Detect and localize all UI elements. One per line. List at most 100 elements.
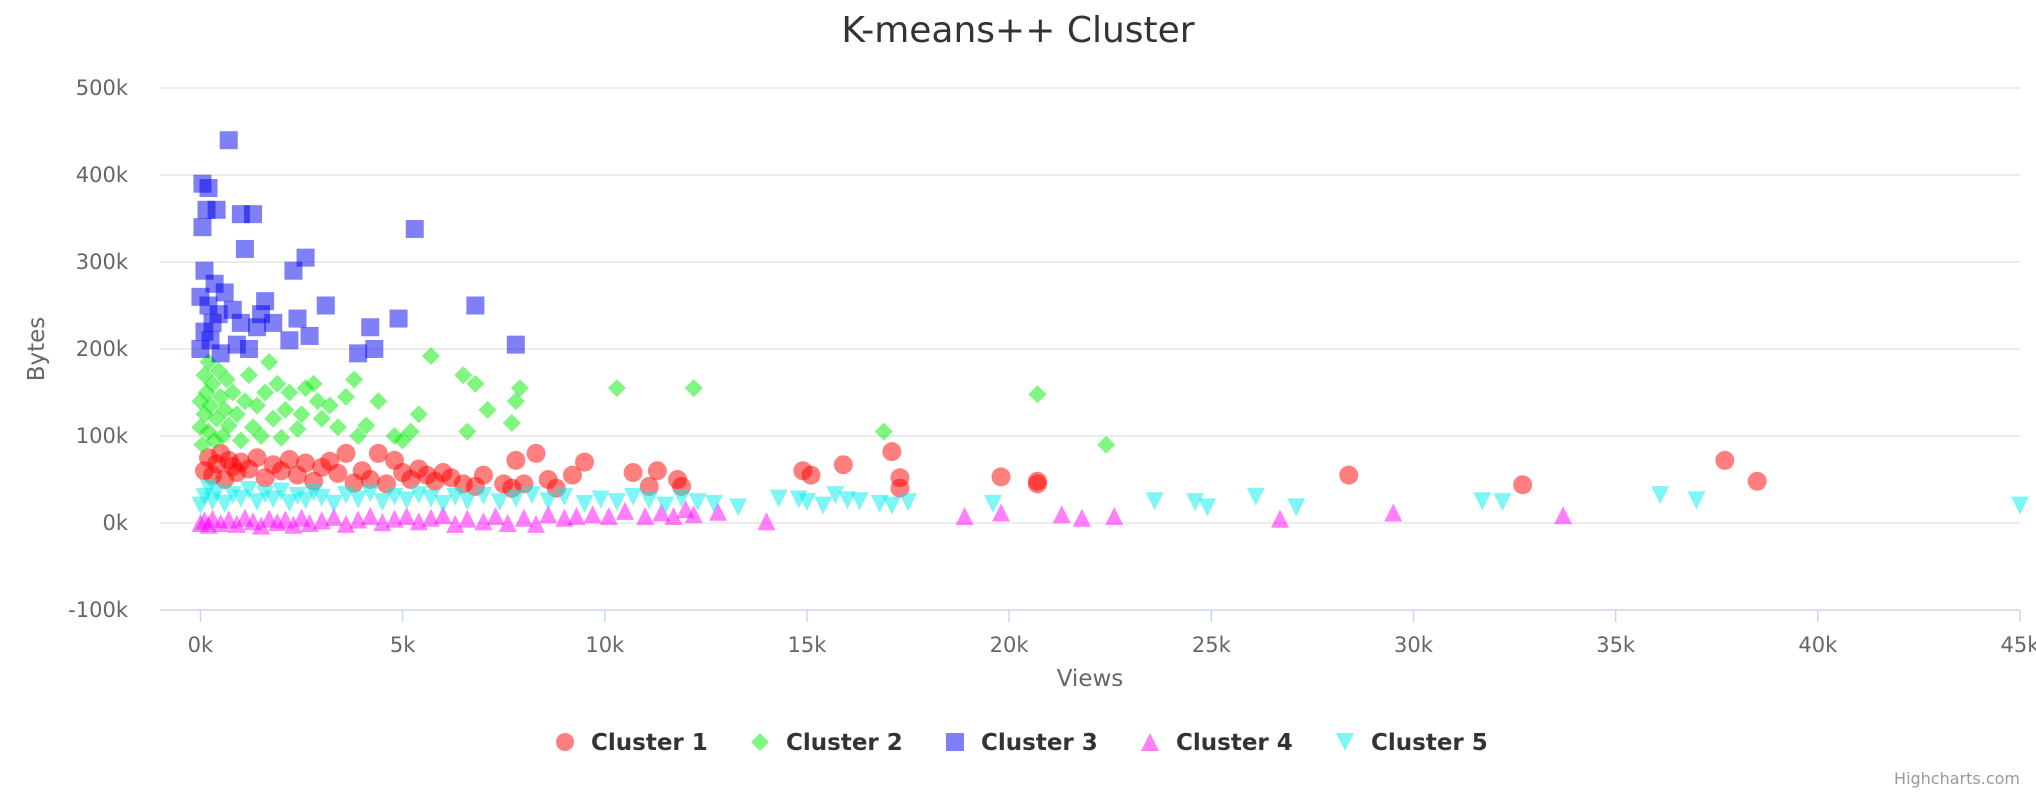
data-point[interactable] xyxy=(446,514,465,533)
data-point[interactable] xyxy=(421,489,440,508)
data-point[interactable] xyxy=(252,427,271,445)
data-point[interactable] xyxy=(850,492,869,511)
data-point[interactable] xyxy=(231,489,250,508)
data-point[interactable] xyxy=(434,506,453,525)
data-point[interactable] xyxy=(870,494,889,513)
data-point[interactable] xyxy=(506,392,525,411)
data-point[interactable] xyxy=(506,335,525,354)
data-point[interactable] xyxy=(211,344,230,363)
data-point[interactable] xyxy=(357,416,376,435)
data-point[interactable] xyxy=(361,318,380,337)
data-point[interactable] xyxy=(983,494,1002,513)
data-point[interactable] xyxy=(256,485,275,504)
data-point[interactable] xyxy=(215,494,234,513)
data-point[interactable] xyxy=(474,512,493,531)
data-point[interactable] xyxy=(769,489,788,508)
data-point[interactable] xyxy=(219,131,238,150)
data-point[interactable] xyxy=(486,507,505,526)
data-point[interactable] xyxy=(833,455,853,475)
data-point[interactable] xyxy=(217,370,236,389)
legend-item-cluster-1[interactable]: Cluster 1 xyxy=(556,730,708,756)
data-point[interactable] xyxy=(207,200,226,219)
data-point[interactable] xyxy=(296,453,316,473)
legend-item-cluster-3[interactable]: Cluster 3 xyxy=(946,730,1098,756)
data-point[interactable] xyxy=(636,507,655,526)
data-point[interactable] xyxy=(280,383,299,402)
data-point[interactable] xyxy=(1145,492,1164,511)
data-point[interactable] xyxy=(365,340,384,358)
data-point[interactable] xyxy=(1072,508,1091,527)
data-point[interactable] xyxy=(709,502,727,521)
data-point[interactable] xyxy=(231,431,250,450)
data-point[interactable] xyxy=(260,353,279,372)
data-point[interactable] xyxy=(1027,471,1047,491)
data-point[interactable] xyxy=(510,379,529,398)
data-point[interactable] xyxy=(555,487,574,506)
data-point[interactable] xyxy=(360,470,380,489)
data-point[interactable] xyxy=(838,491,857,510)
data-point[interactable] xyxy=(466,296,485,315)
data-point[interactable] xyxy=(539,505,558,524)
credits-link[interactable]: Highcharts.com xyxy=(1894,769,2020,788)
data-point[interactable] xyxy=(567,507,586,526)
data-point[interactable] xyxy=(652,503,671,522)
data-point[interactable] xyxy=(506,450,526,470)
data-point[interactable] xyxy=(599,507,618,526)
data-point[interactable] xyxy=(272,482,291,501)
data-point[interactable] xyxy=(640,491,659,510)
data-point[interactable] xyxy=(397,491,416,510)
data-point[interactable] xyxy=(1198,498,1217,517)
data-point[interactable] xyxy=(814,496,833,515)
data-point[interactable] xyxy=(1473,492,1492,511)
data-point[interactable] xyxy=(498,514,517,532)
data-point[interactable] xyxy=(502,413,521,432)
data-point[interactable] xyxy=(280,331,299,350)
data-point[interactable] xyxy=(304,483,323,502)
data-point[interactable] xyxy=(458,422,477,441)
data-point[interactable] xyxy=(664,507,683,526)
data-point[interactable] xyxy=(215,283,234,302)
data-point[interactable] xyxy=(345,370,364,389)
data-point[interactable] xyxy=(401,422,420,441)
data-point[interactable] xyxy=(244,205,262,224)
data-point[interactable] xyxy=(514,508,533,527)
data-point[interactable] xyxy=(336,443,356,463)
data-point[interactable] xyxy=(405,219,424,238)
data-point[interactable] xyxy=(264,409,283,428)
data-point[interactable] xyxy=(506,489,525,508)
data-point[interactable] xyxy=(1246,487,1265,506)
data-point[interactable] xyxy=(276,400,295,419)
data-point[interactable] xyxy=(684,505,703,524)
data-point[interactable] xyxy=(1186,493,1205,512)
data-point[interactable] xyxy=(373,493,392,512)
data-point[interactable] xyxy=(562,465,582,485)
data-point[interactable] xyxy=(349,490,368,509)
data-point[interactable] xyxy=(264,490,283,509)
data-point[interactable] xyxy=(223,383,242,402)
data-point[interactable] xyxy=(252,516,271,535)
data-point[interactable] xyxy=(1105,507,1124,526)
data-point[interactable] xyxy=(280,493,299,512)
data-point[interactable] xyxy=(264,313,283,332)
data-point[interactable] xyxy=(207,483,226,502)
data-point[interactable] xyxy=(199,179,218,198)
data-point[interactable] xyxy=(235,239,254,258)
data-point[interactable] xyxy=(1384,503,1403,522)
data-point[interactable] xyxy=(316,296,335,315)
data-point[interactable] xyxy=(2011,496,2029,515)
data-point[interactable] xyxy=(899,493,918,512)
data-point[interactable] xyxy=(248,396,267,415)
data-point[interactable] xyxy=(1687,491,1706,510)
data-point[interactable] xyxy=(1747,471,1767,491)
data-point[interactable] xyxy=(607,493,626,512)
data-point[interactable] xyxy=(349,427,368,445)
data-point[interactable] xyxy=(826,486,845,505)
data-point[interactable] xyxy=(292,405,311,424)
data-point[interactable] xyxy=(607,379,626,398)
data-point[interactable] xyxy=(239,366,258,385)
data-point[interactable] xyxy=(320,396,339,415)
data-point[interactable] xyxy=(466,374,485,393)
data-point[interactable] xyxy=(639,476,659,496)
legend-item-cluster-4[interactable]: Cluster 4 xyxy=(1141,730,1293,756)
data-point[interactable] xyxy=(288,309,307,328)
